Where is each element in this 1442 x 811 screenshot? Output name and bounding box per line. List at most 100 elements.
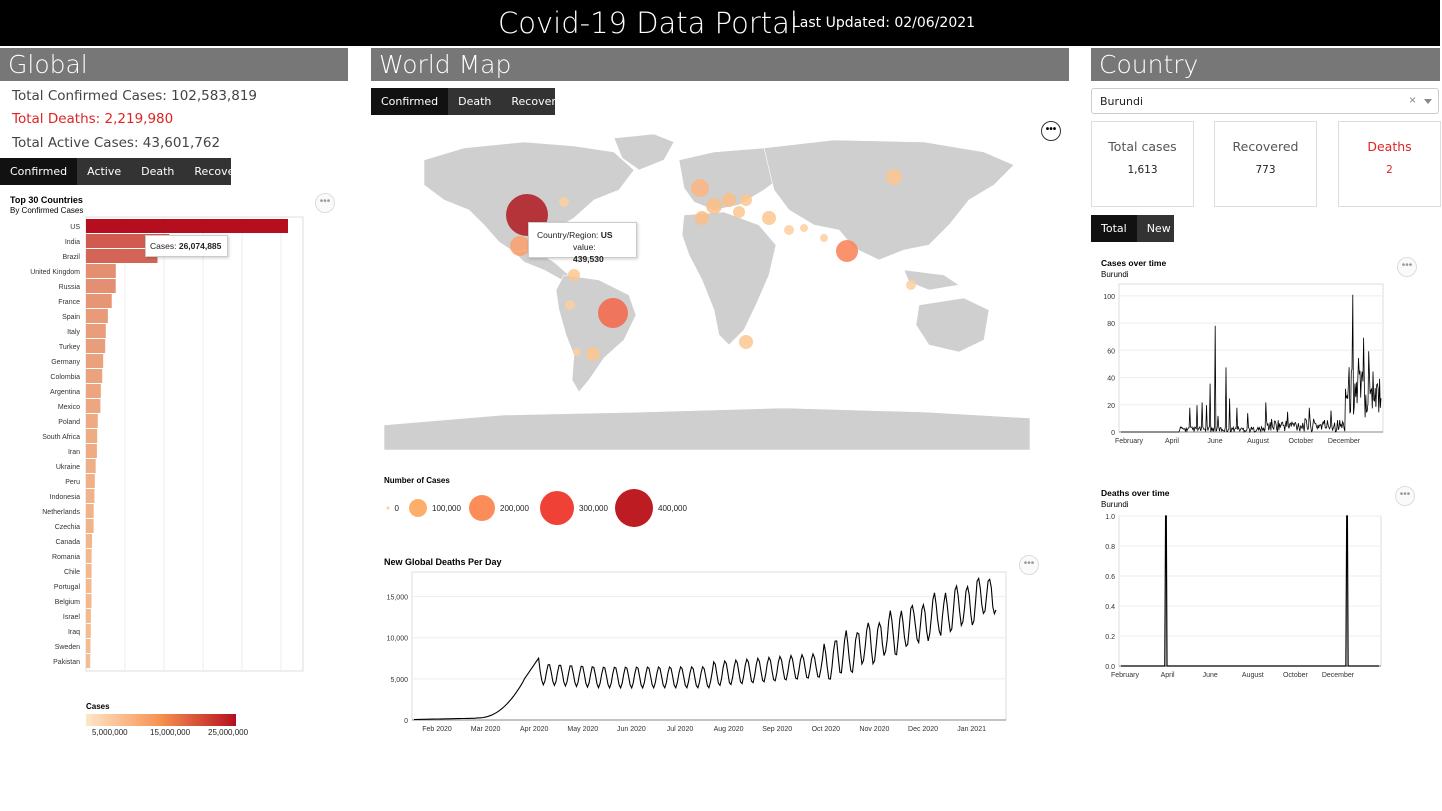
bar-category-label: Sweden xyxy=(55,644,80,651)
bar-iran[interactable] xyxy=(86,444,97,458)
bar-category-label: Belgium xyxy=(55,599,80,606)
bar-chile[interactable] xyxy=(86,564,92,578)
tab-active[interactable]: Active xyxy=(87,165,122,178)
bubble-germany[interactable] xyxy=(722,193,736,207)
more-options-icon[interactable]: ••• xyxy=(1041,121,1061,141)
bubble-canada[interactable] xyxy=(559,197,569,207)
x-tick-label: Dec 2020 xyxy=(908,726,938,733)
bar-romania[interactable] xyxy=(86,549,92,563)
bar-category-label: US xyxy=(70,224,80,231)
bubble-iran[interactable] xyxy=(784,225,794,235)
bar-category-label: Pakistan xyxy=(53,659,80,666)
bar-netherlands[interactable] xyxy=(86,504,94,518)
bar-poland[interactable] xyxy=(86,414,98,428)
tab-map-recovered[interactable]: Recovered xyxy=(511,95,570,108)
bar-chart-subtitle: By Confirmed Cases xyxy=(10,206,83,215)
bar-italy[interactable] xyxy=(86,324,106,338)
bubble-iraq[interactable] xyxy=(800,224,808,232)
bar-ukraine[interactable] xyxy=(86,459,96,473)
map-size-legend: Number of Cases 0 100,000 200,000 300,000 40… xyxy=(384,476,687,527)
tab-recovered[interactable]: Recovered xyxy=(194,165,253,178)
bubble-indonesia[interactable] xyxy=(906,280,916,290)
bar-peru[interactable] xyxy=(86,474,95,488)
country-select-value: Burundi xyxy=(1100,95,1144,108)
x-tick-label: Oct 2020 xyxy=(812,726,841,733)
bar-pakistan[interactable] xyxy=(86,654,91,668)
bar-spain[interactable] xyxy=(86,309,108,323)
bubble-chile[interactable] xyxy=(573,348,581,356)
bar-iraq[interactable] xyxy=(86,624,91,638)
country-select[interactable]: Burundi × xyxy=(1091,88,1439,114)
x-tick-label: Jul 2020 xyxy=(667,726,694,733)
bar-category-label: United Kingdom xyxy=(30,269,80,276)
bar-colombia[interactable] xyxy=(86,369,103,383)
bar-category-label: Italy xyxy=(67,329,80,336)
bubble-italy[interactable] xyxy=(733,206,745,218)
bubble-india[interactable] xyxy=(836,240,858,262)
cases-legend-title: Cases xyxy=(86,702,110,711)
bubble-spain[interactable] xyxy=(695,211,709,225)
bubble-pakistan[interactable] xyxy=(820,234,828,242)
x-tick-label: April xyxy=(1165,438,1179,445)
bar-south-africa[interactable] xyxy=(86,429,98,443)
bubble-argentina[interactable] xyxy=(586,347,600,361)
clear-icon[interactable]: × xyxy=(1408,93,1416,107)
y-tick-label: 60 xyxy=(1107,348,1115,355)
tab-death[interactable]: Death xyxy=(141,165,175,178)
cases-chart-title: Cases over time xyxy=(1101,258,1166,268)
tab-new[interactable]: New xyxy=(1146,222,1171,235)
bubble-south-africa[interactable] xyxy=(739,335,753,349)
south-america xyxy=(555,274,637,393)
more-options-icon[interactable]: ••• xyxy=(315,193,335,213)
bar-category-label: Chile xyxy=(64,569,80,576)
cases-legend-tick: 5,000,000 xyxy=(92,728,128,737)
bar-france[interactable] xyxy=(86,294,112,308)
y-tick-label: 100 xyxy=(1103,294,1115,301)
legend-bubble xyxy=(386,506,390,510)
bar-us[interactable] xyxy=(86,219,288,233)
bar-portugal[interactable] xyxy=(86,579,92,593)
bubble-uk[interactable] xyxy=(691,179,709,197)
last-updated: Last Updated: 02/06/2021 xyxy=(792,15,976,31)
top-bar: Covid-19 Data Portal Last Updated: 02/06… xyxy=(0,0,1440,46)
bubble-russia[interactable] xyxy=(886,169,902,185)
bar-canada[interactable] xyxy=(86,534,93,548)
bar-turkey[interactable] xyxy=(86,339,106,353)
card-label: Recovered xyxy=(1232,139,1299,154)
x-tick-label: February xyxy=(1115,438,1144,445)
bar-plot-frame xyxy=(85,216,304,672)
bubble-peru[interactable] xyxy=(565,300,575,310)
bar-mexico[interactable] xyxy=(86,399,101,413)
bubble-colombia[interactable] xyxy=(568,269,580,281)
x-tick-label: Mar 2020 xyxy=(471,726,501,733)
world-map[interactable] xyxy=(384,130,1030,450)
bar-argentina[interactable] xyxy=(86,384,101,398)
cases-legend-tick: 25,000,000 xyxy=(208,728,249,737)
tab-confirmed[interactable]: Confirmed xyxy=(0,158,78,185)
bubble-brazil[interactable] xyxy=(598,298,628,328)
more-options-icon[interactable]: ••• xyxy=(1397,257,1417,277)
bar-brazil[interactable] xyxy=(86,249,158,263)
bar-united-kingdom[interactable] xyxy=(86,264,116,278)
bar-israel[interactable] xyxy=(86,609,91,623)
deaths-over-time-subtitle: Burundi xyxy=(1101,500,1129,509)
x-tick-label: Jan 2021 xyxy=(957,726,986,733)
bar-russia[interactable] xyxy=(86,279,116,293)
bar-category-label: South Africa xyxy=(42,434,80,441)
more-options-icon[interactable]: ••• xyxy=(1019,555,1039,575)
bubble-mexico[interactable] xyxy=(510,236,530,256)
bubble-france[interactable] xyxy=(706,198,722,214)
bar-indonesia[interactable] xyxy=(86,489,95,503)
tab-map-death[interactable]: Death xyxy=(458,95,492,108)
tab-total[interactable]: Total xyxy=(1091,215,1137,242)
bar-sweden[interactable] xyxy=(86,639,91,653)
chevron-down-icon[interactable] xyxy=(1424,99,1432,104)
more-options-icon[interactable]: ••• xyxy=(1395,486,1415,506)
bar-belgium[interactable] xyxy=(86,594,92,608)
bar-germany[interactable] xyxy=(86,354,104,368)
y-tick-label: 1.0 xyxy=(1105,514,1115,521)
bubble-turkey[interactable] xyxy=(762,211,776,225)
bubble-poland[interactable] xyxy=(740,194,752,206)
tab-map-confirmed[interactable]: Confirmed xyxy=(371,88,449,115)
bar-czechia[interactable] xyxy=(86,519,94,533)
